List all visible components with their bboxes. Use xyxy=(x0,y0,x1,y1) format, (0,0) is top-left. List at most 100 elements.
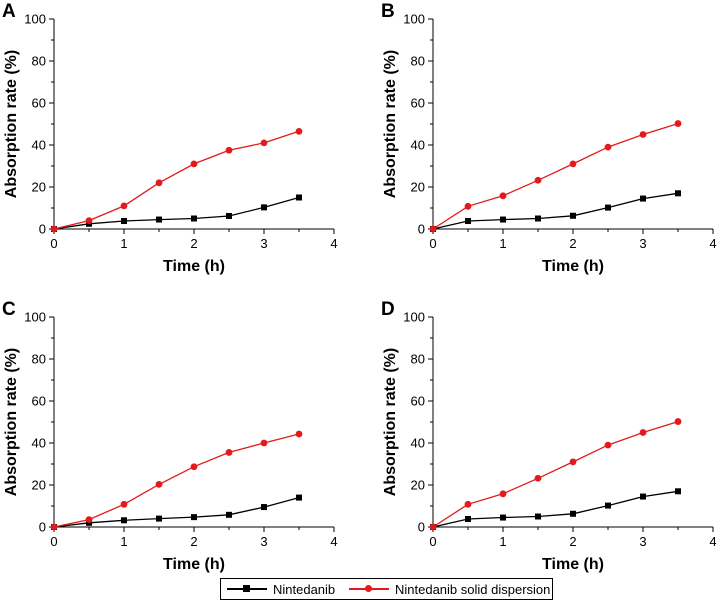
x-tick-label: 3 xyxy=(639,236,646,251)
chart-panel-c: C 0 20 40 60 80 100 0 1 2 3 4 Time (h) Absorption rat… xyxy=(2,299,338,573)
legend-label-nintedanib: Nintedanib xyxy=(273,581,336,597)
data-point-square xyxy=(570,510,576,517)
data-point-circle xyxy=(499,490,507,498)
legend-item-nintedanib: Nintedanib xyxy=(227,581,335,597)
series-line-nintedanib xyxy=(432,490,679,528)
y-tick-label: 60 xyxy=(32,394,46,409)
data-point-circle xyxy=(499,192,507,200)
y-tick-label: 20 xyxy=(411,180,425,195)
x-axis-title: Time (h) xyxy=(542,258,604,275)
data-point-circle xyxy=(190,160,198,168)
data-point-circle xyxy=(569,160,577,168)
data-point-square xyxy=(640,493,646,500)
chart-panel-d: D 0 20 40 60 80 100 0 1 2 3 4 Time (h) Absorption rat… xyxy=(381,299,717,573)
data-point-circle xyxy=(534,176,542,184)
series-line-solid-dispersion xyxy=(53,130,300,230)
data-point-circle xyxy=(260,139,268,147)
data-point-square xyxy=(226,511,232,518)
x-tick-label: 4 xyxy=(709,236,716,251)
y-tick-label: 0 xyxy=(39,222,46,237)
series-line-nintedanib xyxy=(53,496,300,528)
panel-label: B xyxy=(381,1,395,22)
x-axis-title: Time (h) xyxy=(163,556,225,573)
y-tick-label: 60 xyxy=(411,394,425,409)
data-point-circle xyxy=(464,500,472,508)
y-tick-label: 40 xyxy=(411,436,425,451)
data-point-square xyxy=(465,516,471,523)
data-point-circle xyxy=(155,179,163,187)
y-axis-title: Absorption rate (%) xyxy=(382,50,399,198)
data-point-square xyxy=(605,204,611,211)
y-tick-label: 100 xyxy=(24,310,46,325)
data-point-circle xyxy=(604,441,612,449)
data-point-square xyxy=(640,195,646,202)
legend-item-solid-dispersion: Nintedanib solid dispersion xyxy=(349,581,550,597)
data-point-circle xyxy=(429,523,437,531)
panel-label: A xyxy=(2,1,16,22)
legend-label-solid-dispersion: Nintedanib solid dispersion xyxy=(395,581,551,597)
legend-swatch-square-icon xyxy=(227,581,267,597)
data-point-square xyxy=(500,514,506,521)
y-tick-label: 80 xyxy=(32,54,46,69)
data-point-square xyxy=(465,218,471,225)
y-tick-label: 40 xyxy=(32,436,46,451)
series-line-nintedanib xyxy=(53,196,300,230)
x-axis-title: Time (h) xyxy=(542,556,604,573)
data-point-circle xyxy=(50,225,58,233)
y-tick-label: 20 xyxy=(411,478,425,493)
data-point-square xyxy=(121,218,127,225)
x-tick-label: 3 xyxy=(639,534,646,549)
data-point-circle xyxy=(295,430,303,438)
x-tick-label: 2 xyxy=(190,534,197,549)
data-point-circle xyxy=(155,480,163,488)
data-point-circle xyxy=(534,474,542,482)
y-axis-title: Absorption rate (%) xyxy=(3,50,20,198)
panel-label: D xyxy=(381,299,395,320)
data-point-circle xyxy=(464,202,472,210)
data-point-square xyxy=(296,494,302,501)
data-point-circle xyxy=(639,131,647,138)
data-point-circle xyxy=(639,429,647,436)
data-point-square xyxy=(570,212,576,219)
x-tick-label: 0 xyxy=(429,534,436,549)
y-tick-label: 60 xyxy=(32,96,46,111)
data-point-circle xyxy=(674,418,682,425)
x-tick-label: 3 xyxy=(260,236,267,251)
data-point-circle xyxy=(225,449,233,456)
data-point-square xyxy=(261,204,267,211)
data-point-circle xyxy=(85,516,93,524)
chart-panel-a: A 0 20 40 60 80 100 0 1 2 3 4 Time (h) Absorption rat… xyxy=(2,1,338,275)
y-axis-title: Absorption rate (%) xyxy=(382,348,399,496)
y-tick-label: 100 xyxy=(403,12,425,27)
y-tick-label: 20 xyxy=(32,478,46,493)
data-point-circle xyxy=(604,143,612,151)
data-point-circle xyxy=(120,500,128,508)
data-point-square xyxy=(535,215,541,222)
data-point-circle xyxy=(295,127,303,135)
y-tick-label: 0 xyxy=(418,520,425,535)
data-point-square xyxy=(296,194,302,201)
panel-label: C xyxy=(2,299,16,320)
data-point-square xyxy=(121,517,127,524)
x-tick-label: 3 xyxy=(260,534,267,549)
x-axis-title: Time (h) xyxy=(163,258,225,275)
y-tick-label: 40 xyxy=(411,138,425,153)
y-tick-label: 40 xyxy=(32,138,46,153)
x-tick-label: 1 xyxy=(499,236,506,251)
data-point-square xyxy=(191,215,197,222)
data-point-square xyxy=(675,190,681,197)
legend: Nintedanib Nintedanib solid dispersion xyxy=(220,578,553,600)
series-line-solid-dispersion xyxy=(53,433,300,528)
x-tick-label: 4 xyxy=(709,534,716,549)
series-line-nintedanib xyxy=(432,192,679,230)
data-point-square xyxy=(500,216,506,223)
y-tick-label: 80 xyxy=(411,352,425,367)
y-tick-label: 100 xyxy=(24,12,46,27)
data-point-square xyxy=(675,488,681,495)
x-tick-label: 2 xyxy=(190,236,197,251)
data-point-circle xyxy=(190,463,198,471)
data-point-square xyxy=(156,515,162,522)
x-tick-label: 0 xyxy=(50,236,57,251)
chart-panel-b: B 0 20 40 60 80 100 0 1 2 3 4 Time (h) Absorption rat… xyxy=(381,1,717,275)
